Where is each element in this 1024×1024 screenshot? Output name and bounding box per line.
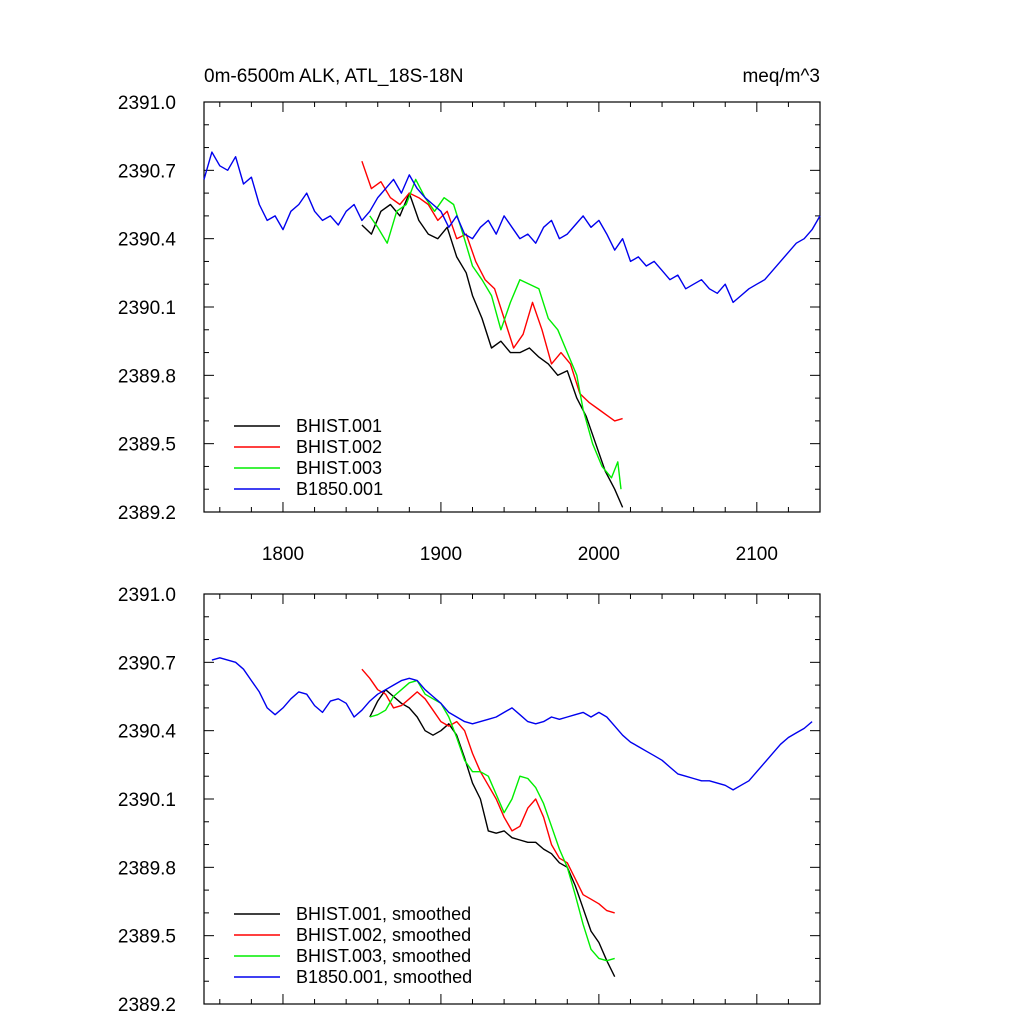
legend-label: BHIST.002, smoothed: [296, 925, 471, 945]
units-label: meq/m^3: [742, 66, 820, 87]
series-line: [361, 668, 615, 914]
legend-label: BHIST.002: [296, 437, 382, 457]
y-tick-label: 2391.0: [118, 93, 176, 114]
y-tick-label: 2389.2: [118, 995, 176, 1016]
series-line: [369, 679, 615, 962]
y-tick-label: 2389.2: [118, 503, 176, 524]
series-line: [369, 689, 616, 978]
x-tick-label: 1800: [262, 544, 304, 565]
x-tick-label: 1900: [420, 544, 462, 565]
chart-title: 0m-6500m ALK, ATL_18S-18N: [204, 66, 463, 87]
legend-label: B1850.001, smoothed: [296, 967, 472, 987]
y-tick-label: 2389.8: [118, 366, 176, 387]
series-line: [203, 151, 821, 304]
bottom-panel: 2389.2 2389.5 2389.8 2390.1 2390.4 2390.7 2391…: [118, 585, 821, 1016]
legend-label: BHIST.003, smoothed: [296, 946, 471, 966]
x-tick-label: 2100: [736, 544, 778, 565]
y-tick-label: 2390.7: [118, 161, 176, 182]
y-tick-label: 2389.5: [118, 927, 176, 948]
legend-label: BHIST.001, smoothed: [296, 904, 471, 924]
top-panel: 2389.2 2389.5 2389.8 2390.1 2390.4 2390.7 2391…: [118, 93, 821, 565]
legend-label: BHIST.003: [296, 458, 382, 478]
y-tick-label: 2390.1: [118, 790, 176, 811]
x-tick-label: 2000: [578, 544, 620, 565]
series-line: [361, 160, 623, 422]
series-line: [211, 657, 813, 791]
y-tick-label: 2389.8: [118, 858, 176, 879]
y-tick-label: 2390.7: [118, 653, 176, 674]
y-tick-label: 2390.4: [118, 722, 177, 743]
legend-label: B1850.001: [296, 479, 383, 499]
series-line: [369, 178, 622, 490]
y-tick-label: 2389.5: [118, 435, 176, 456]
y-tick-label: 2390.4: [118, 230, 177, 251]
legend-label: BHIST.001: [296, 416, 382, 436]
y-tick-label: 2390.1: [118, 298, 176, 319]
series-line: [361, 192, 624, 508]
y-tick-label: 2391.0: [118, 585, 176, 606]
